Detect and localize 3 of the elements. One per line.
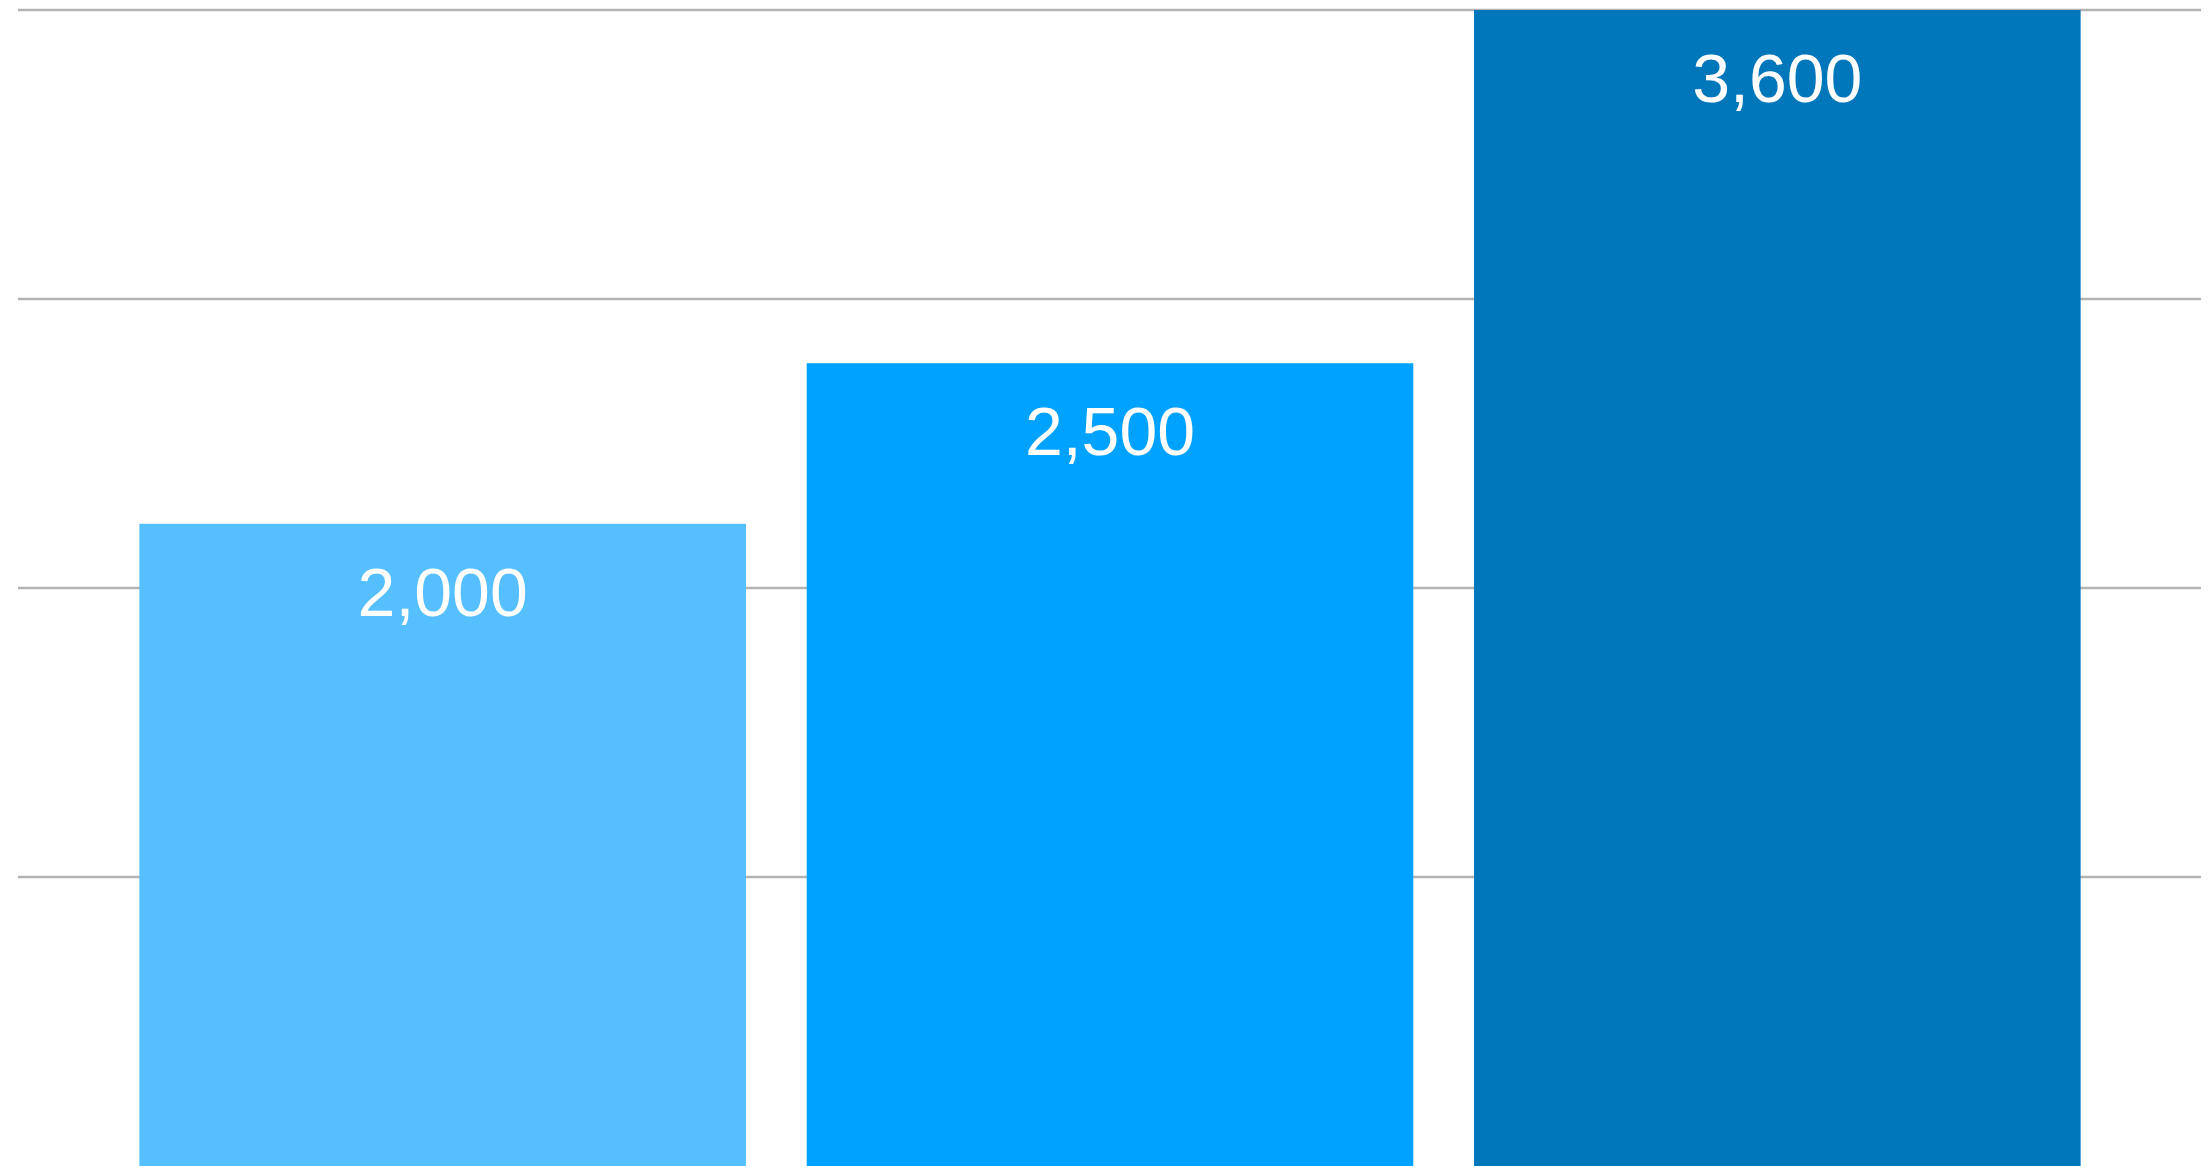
- data-label: 2,500: [1024, 393, 1196, 470]
- data-label: 2,000: [357, 553, 528, 630]
- data-label: 3,600: [1692, 40, 1863, 116]
